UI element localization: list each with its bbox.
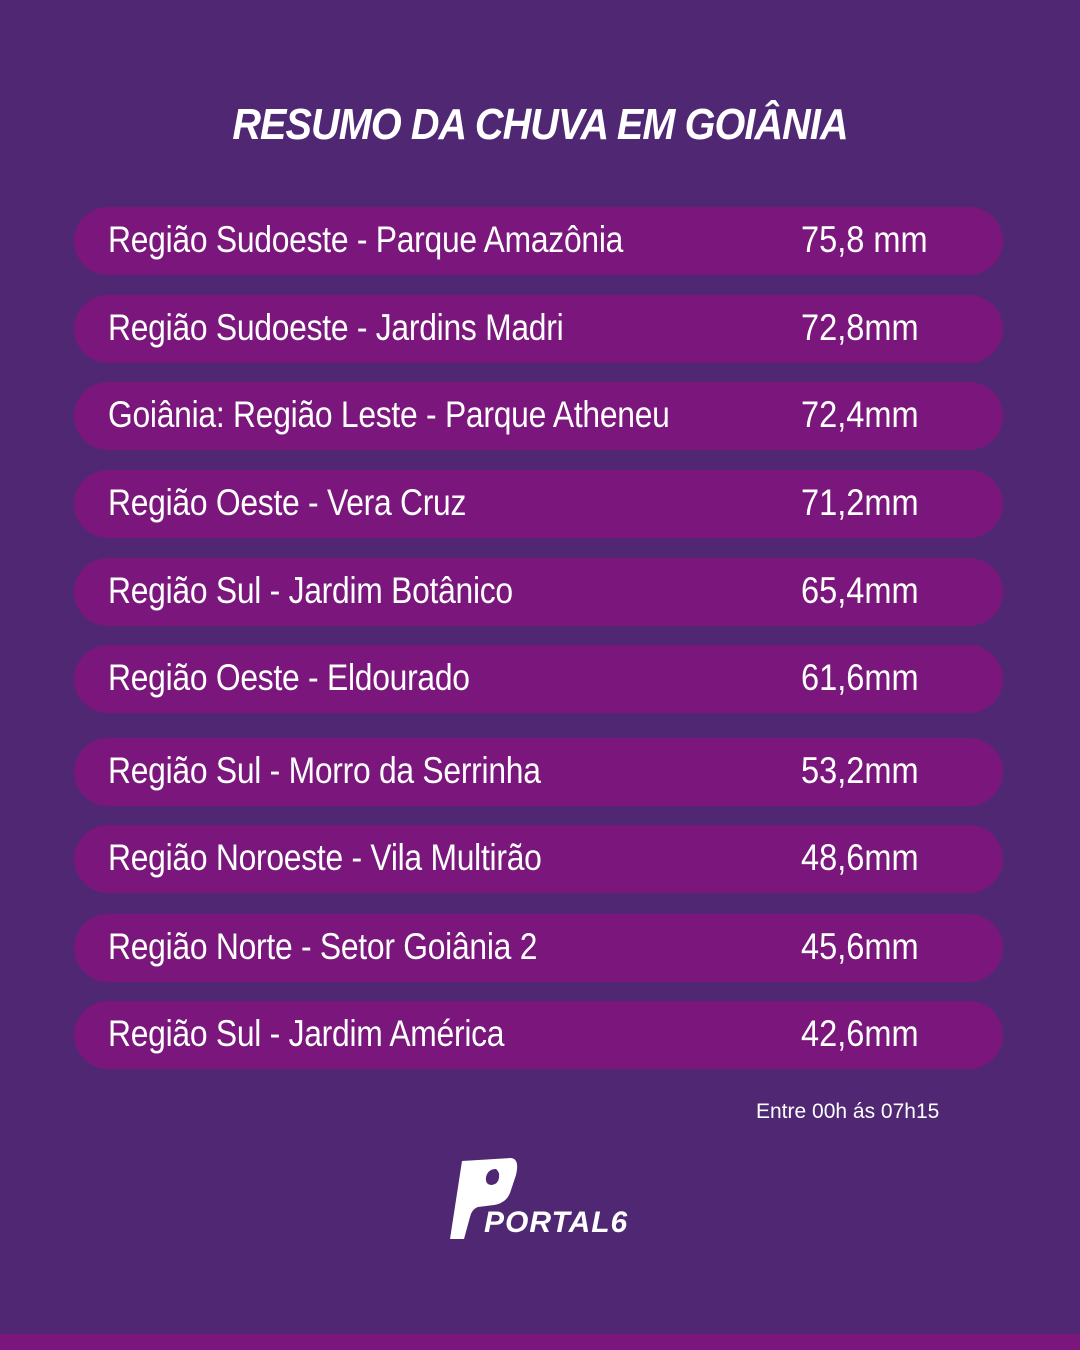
list-item: Região Norte - Setor Goiânia 2 45,6mm bbox=[74, 914, 1003, 982]
rainfall-value: 48,6mm bbox=[801, 837, 919, 878]
rainfall-value: 72,8mm bbox=[801, 307, 919, 348]
rainfall-value: 65,4mm bbox=[801, 570, 919, 611]
list-item: Região Sudoeste - Jardins Madri 72,8mm bbox=[74, 295, 1003, 363]
list-item: Região Oeste - Eldourado 61,6mm bbox=[74, 645, 1003, 713]
region-label: Região Sul - Jardim América bbox=[108, 1013, 505, 1054]
list-item: Região Sul - Jardim Botânico 65,4mm bbox=[74, 558, 1003, 626]
list-item: Região Noroeste - Vila Multirão 48,6mm bbox=[74, 825, 1003, 893]
region-label: Região Oeste - Eldourado bbox=[108, 657, 470, 698]
rainfall-value: 42,6mm bbox=[801, 1013, 919, 1054]
bottom-bar bbox=[0, 1334, 1080, 1350]
list-item: Região Oeste - Vera Cruz 71,2mm bbox=[74, 470, 1003, 538]
portal6-p-logo-icon bbox=[450, 1158, 518, 1239]
rainfall-value: 61,6mm bbox=[801, 657, 919, 698]
rainfall-value: 72,4mm bbox=[801, 394, 919, 435]
time-range-note: Entre 00h ás 07h15 bbox=[756, 1100, 940, 1123]
region-label: Região Sul - Jardim Botânico bbox=[108, 570, 513, 611]
page-title: RESUMO DA CHUVA EM GOIÂNIA bbox=[232, 100, 848, 149]
rainfall-value: 53,2mm bbox=[801, 750, 919, 791]
region-label: Região Noroeste - Vila Multirão bbox=[108, 837, 542, 878]
region-label: Região Sudoeste - Jardins Madri bbox=[108, 307, 564, 348]
region-label: Região Norte - Setor Goiânia 2 bbox=[108, 926, 538, 967]
rainfall-value: 75,8 mm bbox=[801, 219, 928, 260]
list-item: Região Sul - Jardim América 42,6mm bbox=[74, 1001, 1003, 1069]
list-item: Goiânia: Região Leste - Parque Atheneu 7… bbox=[74, 382, 1003, 450]
list-item: Região Sudoeste - Parque Amazônia 75,8 m… bbox=[74, 207, 1003, 275]
region-label: Goiânia: Região Leste - Parque Atheneu bbox=[108, 394, 670, 435]
region-label: Região Sul - Morro da Serrinha bbox=[108, 750, 541, 791]
region-label: Região Sudoeste - Parque Amazônia bbox=[108, 219, 624, 260]
list-item: Região Sul - Morro da Serrinha 53,2mm bbox=[74, 738, 1003, 806]
rainfall-value: 71,2mm bbox=[801, 482, 919, 523]
logo-text: PORTAL6 bbox=[484, 1206, 629, 1239]
rainfall-value: 45,6mm bbox=[801, 926, 919, 967]
region-label: Região Oeste - Vera Cruz bbox=[108, 482, 467, 523]
